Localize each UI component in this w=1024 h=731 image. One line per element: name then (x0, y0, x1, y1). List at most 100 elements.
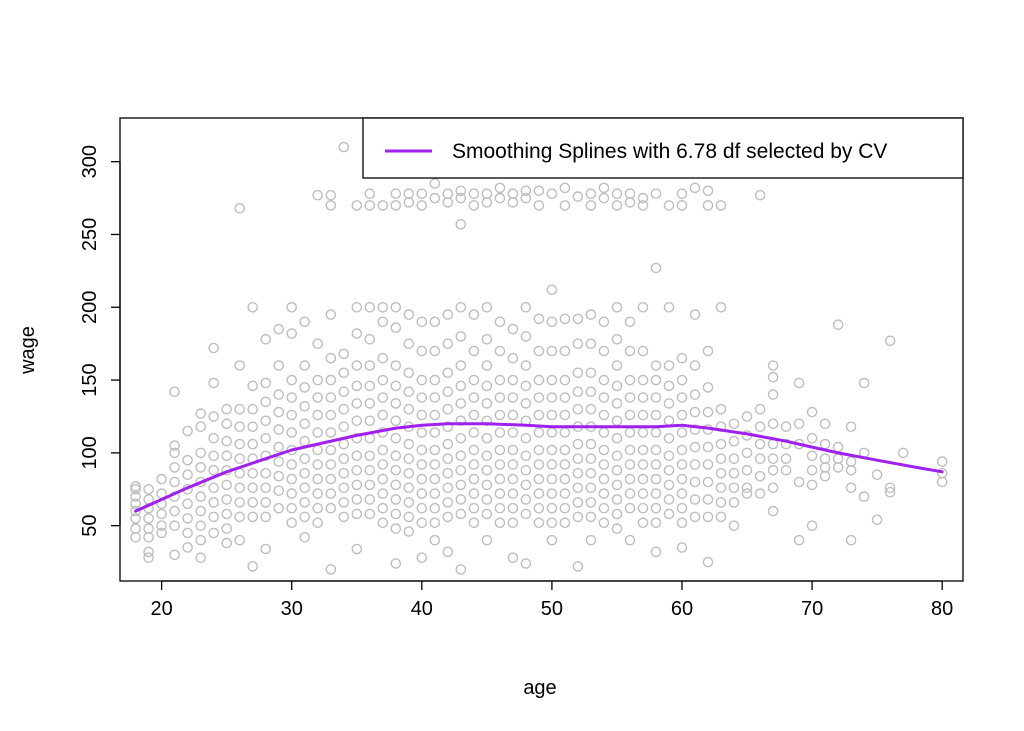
scatter-point (598, 192, 610, 204)
scatter-point (559, 182, 571, 194)
scatter-point (520, 360, 532, 371)
scatter-point (650, 409, 662, 421)
scatter-point (364, 380, 376, 392)
scatter-point (195, 505, 206, 517)
scatter-point (754, 453, 766, 465)
scatter-point (377, 517, 389, 529)
scatter-point (429, 502, 441, 514)
scatter-point (143, 546, 154, 558)
scatter-point (585, 386, 597, 398)
scatter-point (208, 432, 219, 444)
scatter-point (260, 482, 272, 494)
scatter-point (741, 411, 753, 422)
scatter-point (260, 333, 272, 345)
scatter-point (351, 464, 363, 476)
scatter-point (637, 345, 649, 357)
scatter-point (767, 453, 779, 465)
scatter-point (845, 482, 857, 494)
scatter-point (338, 482, 350, 494)
scatter-point (468, 345, 480, 357)
scatter-point (598, 345, 610, 357)
scatter-point (858, 491, 870, 502)
scatter-point (390, 188, 402, 199)
scatter-point (247, 403, 258, 415)
scatter-point (598, 392, 610, 403)
scatter-point (247, 421, 258, 433)
scatter-point (442, 497, 454, 508)
scatter-point (390, 450, 402, 462)
scatter-point (533, 502, 545, 514)
scatter-point (546, 459, 558, 470)
scatter-point (442, 309, 454, 320)
scatter-point (299, 360, 311, 371)
scatter-point (637, 374, 649, 386)
scatter-point (442, 438, 454, 450)
scatter-point (351, 328, 363, 339)
scatter-point (455, 185, 467, 197)
scatter-point (676, 188, 688, 199)
scatter-point (390, 398, 402, 409)
scatter-point (611, 380, 623, 392)
scatter-point (156, 527, 167, 539)
scatter-point (663, 301, 675, 313)
scatter-point (416, 502, 428, 514)
scatter-point (689, 511, 701, 523)
scatter-point (221, 418, 232, 430)
scatter-point (455, 301, 467, 313)
scatter-point (247, 301, 258, 313)
scatter-point (637, 392, 649, 403)
scatter-point (494, 473, 506, 485)
scatter-point (546, 392, 558, 403)
scatter-point (481, 333, 493, 345)
scatter-point (234, 497, 245, 508)
scatter-point (494, 316, 506, 328)
scatter-point (754, 421, 766, 433)
scatter-point (676, 409, 688, 421)
scatter-point (676, 542, 688, 553)
scatter-point (468, 517, 480, 529)
scatter-point (286, 301, 298, 313)
scatter-point (377, 374, 389, 386)
scatter-point (403, 467, 415, 479)
scatter-point (611, 360, 623, 371)
scatter-point (442, 386, 454, 398)
scatter-point (572, 367, 584, 379)
scatter-point (494, 182, 506, 194)
scatter-point (507, 197, 519, 208)
scatter-point (260, 543, 272, 555)
scatter-point (156, 473, 167, 485)
scatter-point (650, 488, 662, 499)
scatter-point (702, 200, 714, 211)
scatter-point (611, 464, 623, 476)
scatter-point (715, 403, 727, 415)
scatter-point (533, 444, 545, 456)
scatter-point (455, 398, 467, 409)
scatter-point (182, 542, 193, 553)
scatter-point (689, 406, 701, 418)
scatter-point (377, 200, 389, 211)
scatter-point (585, 367, 597, 379)
scatter-point (286, 427, 298, 438)
scatter-point (403, 367, 415, 379)
scatter-point (299, 453, 311, 465)
scatter-point (611, 494, 623, 505)
scatter-point (611, 398, 623, 409)
scatter-point (520, 464, 532, 476)
scatter-point (494, 502, 506, 514)
scatter-point (403, 309, 415, 320)
scatter-point (169, 462, 180, 473)
scatter-point (793, 476, 805, 488)
scatter-point (585, 403, 597, 415)
scatter-point (572, 482, 584, 494)
scatter-point (455, 479, 467, 491)
scatter-point (780, 453, 792, 465)
scatter-point (390, 380, 402, 392)
scatter-point (572, 403, 584, 415)
scatter-point (364, 333, 376, 345)
scatter-point (468, 473, 480, 485)
scatter-point (130, 481, 141, 492)
scatter-point (169, 386, 180, 398)
scatter-point (702, 185, 714, 197)
scatter-point (312, 517, 324, 529)
scatter-point (221, 403, 232, 415)
